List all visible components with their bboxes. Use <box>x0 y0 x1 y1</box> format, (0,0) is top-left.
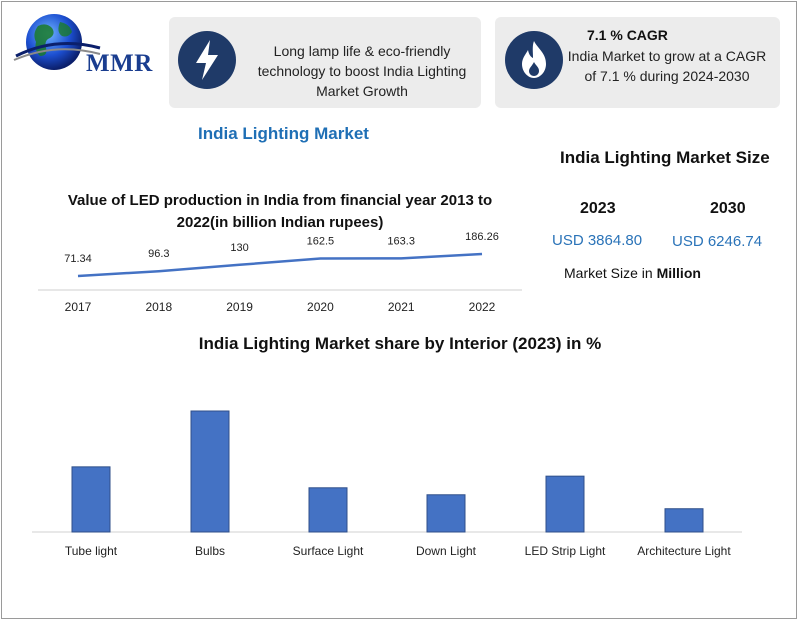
led-production-value-label: 186.26 <box>465 231 499 243</box>
flame-icon <box>505 31 563 89</box>
bar-down-light <box>426 494 466 533</box>
led-production-value-label: 163.3 <box>387 235 415 247</box>
led-production-line <box>77 252 483 278</box>
bar-chart-category-label: Bulbs <box>195 544 225 558</box>
market-size-year-2023: 2023 <box>580 200 616 217</box>
led-chart-title: Value of LED production in India from fi… <box>67 192 493 231</box>
bar-led-strip-light <box>545 475 585 533</box>
market-size-value-2023: USD 3864.80 <box>552 232 643 249</box>
bar-architecture-light <box>664 508 704 533</box>
market-size-unit-note: Market Size in Million <box>564 265 701 281</box>
line-chart-x-tick-label: 2018 <box>145 300 172 314</box>
line-chart-x-tick-label: 2022 <box>469 300 496 314</box>
bar-chart-category-label: LED Strip Light <box>525 544 606 558</box>
logo-text: MMR <box>86 50 153 77</box>
bar-chart-category-label: Down Light <box>416 544 477 558</box>
bar-chart-title: India Lighting Market share by Interior … <box>198 334 602 353</box>
bar-surface-light <box>308 487 348 533</box>
bar-bulbs <box>190 410 230 533</box>
market-size-year-2030: 2030 <box>710 200 746 217</box>
mmr-logo: MMR <box>12 10 162 80</box>
market-title: India Lighting Market <box>198 124 369 143</box>
globe-logo-icon <box>13 14 101 70</box>
unit-note-unit: Million <box>656 265 701 281</box>
cagr-card: 7.1 % CAGR India Market to grow at a CAG… <box>495 17 780 108</box>
bar-chart-category-label: Surface Light <box>293 544 364 558</box>
led-production-value-label: 162.5 <box>307 236 335 248</box>
line-chart-x-tick-label: 2021 <box>388 300 415 314</box>
line-chart-x-tick-label: 2019 <box>226 300 253 314</box>
led-production-value-label: 96.3 <box>148 248 169 260</box>
market-size-value-2030: USD 6246.74 <box>672 233 763 250</box>
unit-note-prefix: Market Size in <box>564 265 653 281</box>
led-production-value-label: 130 <box>230 242 248 254</box>
bar-chart-category-label: Tube light <box>65 544 118 558</box>
market-size-title: India Lighting Market Size <box>560 148 770 167</box>
growth-driver-card: Long lamp life & eco-friendly technology… <box>169 17 481 108</box>
cagr-title: 7.1 % CAGR <box>587 27 668 43</box>
cagr-text: India Market to grow at a CAGR of 7.1 % … <box>567 48 767 84</box>
growth-driver-text: Long lamp life & eco-friendly technology… <box>257 43 467 99</box>
bar-chart-category-label: Architecture Light <box>637 544 731 558</box>
line-chart-x-tick-label: 2020 <box>307 300 334 314</box>
led-production-value-label: 71.34 <box>64 253 92 265</box>
lightning-bolt-icon <box>178 31 236 89</box>
line-chart-x-tick-label: 2017 <box>65 300 92 314</box>
bar-tube-light <box>71 466 111 533</box>
